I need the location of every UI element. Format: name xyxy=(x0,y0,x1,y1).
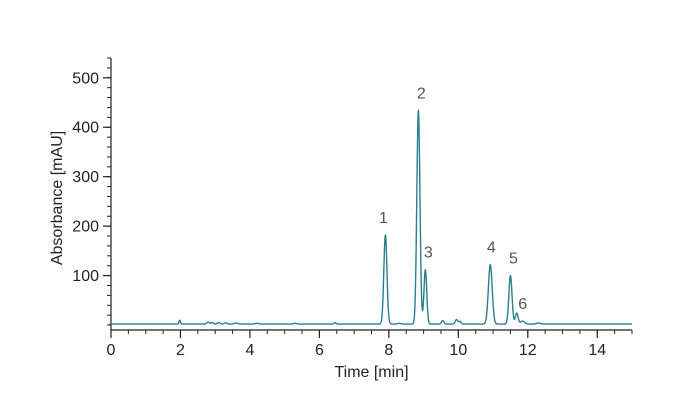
y-tick-label: 400 xyxy=(72,120,99,137)
peak-label: 3 xyxy=(424,245,433,262)
x-tick-label: 14 xyxy=(588,342,606,359)
x-tick-label: 8 xyxy=(384,342,393,359)
x-tick-label: 12 xyxy=(519,342,537,359)
y-tick-label: 300 xyxy=(72,169,99,186)
peak-labels-layer: 1 2 3 45 6 xyxy=(379,85,527,313)
peak-label: 5 xyxy=(509,251,518,268)
x-tick-label: 4 xyxy=(245,342,254,359)
y-tick-label: 500 xyxy=(72,70,99,87)
chromatogram-trace xyxy=(108,109,633,325)
x-axis-title: Time [min] xyxy=(334,364,408,381)
x-tick-label: 2 xyxy=(176,342,185,359)
x-tick-label: 6 xyxy=(315,342,324,359)
x-tick-label: 10 xyxy=(449,342,467,359)
y-tick-label: 200 xyxy=(72,219,99,236)
peak-label: 4 xyxy=(487,240,496,257)
peak-label: 1 xyxy=(379,210,388,227)
ticks-layer xyxy=(103,57,633,338)
y-tick-label: 100 xyxy=(72,268,99,285)
x-tick-label: 0 xyxy=(107,342,116,359)
axes-layer xyxy=(110,58,632,331)
peak-label: 6 xyxy=(518,296,527,313)
y-axis-title: Absorbance [mAU] xyxy=(49,131,66,265)
peak-label: 2 xyxy=(417,85,426,102)
